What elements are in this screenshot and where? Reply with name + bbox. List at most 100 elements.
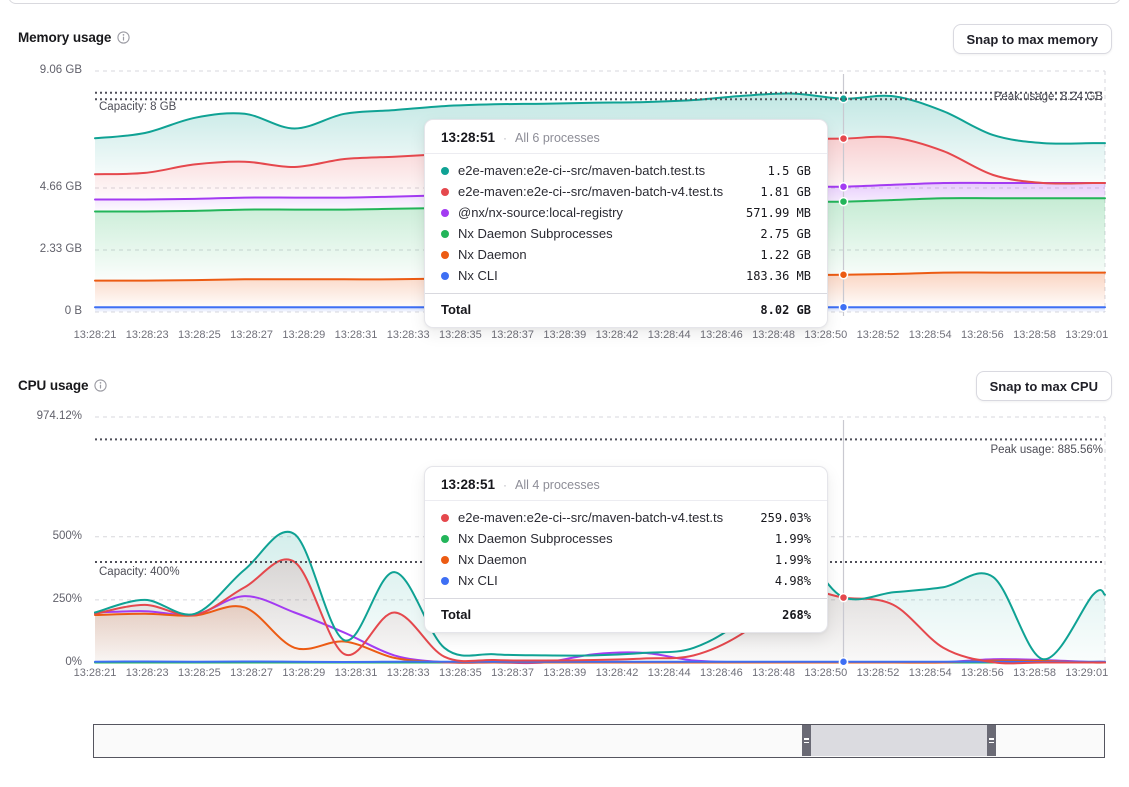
x-axis-tick-label: 13:28:48 [752,329,796,341]
tooltip-time: 13:28:51 [441,477,496,492]
series-color-dot [441,250,449,259]
tooltip-process-row: e2e-maven:e2e-ci--src/maven-batch-v4.tes… [441,181,811,202]
process-name: Nx Daemon Subprocesses [458,531,613,546]
process-value: 2.75 GB [760,226,811,241]
crosshair-dot [838,270,849,280]
snap-to-max-cpu-button[interactable]: Snap to max CPU [975,371,1112,401]
y-axis-tick-label: 500% [52,529,82,542]
total-label: Total [441,607,472,622]
tooltip-subtitle: All 6 processes [515,131,600,145]
crosshair-dot [838,93,849,104]
memory-tooltip: 13:28:51 · All 6 processes e2e-maven:e2e… [424,119,828,328]
x-axis-tick-label: 13:28:56 [960,667,1004,679]
tooltip-process-row: @nx/nx-source:local-registry 571.99 MB [441,202,811,223]
x-axis-tick-label: 13:28:37 [491,667,535,679]
process-value: 1.22 GB [760,247,811,262]
y-axis-tick-label: 0 B [64,305,82,317]
x-axis-tick-label: 13:28:50 [804,329,848,341]
process-name: e2e-maven:e2e-ci--src/maven-batch.test.t… [458,163,706,178]
process-value: 259.03% [760,510,811,525]
y-axis-tick-label: 4.66 GB [39,181,82,194]
process-name: e2e-maven:e2e-ci--src/maven-batch-v4.tes… [458,184,724,199]
process-value: 183.36 MB [745,268,811,283]
x-axis-tick-label: 13:28:54 [908,329,952,341]
info-icon[interactable] [117,31,130,44]
x-axis-tick-label: 13:28:35 [438,329,482,341]
cpu-tooltip-total: Total 268% [425,598,827,632]
series-color-dot [441,513,449,522]
crosshair-dot [838,196,849,207]
x-axis-tick-label: 13:28:39 [543,667,587,679]
process-name: Nx Daemon [458,552,527,567]
memory-capacity-label: Capacity: 8 GB [99,101,177,113]
y-axis-tick-label: 2.33 GB [39,243,82,256]
x-axis-tick-label: 13:28:46 [699,667,743,679]
series-color-dot [441,555,449,564]
tooltip-time: 13:28:51 [441,130,496,145]
process-value: 571.99 MB [745,205,811,220]
x-axis-tick-label: 13:28:27 [230,667,274,679]
cpu-capacity-label: Capacity: 400% [99,566,180,578]
process-name: Nx CLI [458,573,498,588]
x-axis-tick-label: 13:28:46 [699,329,743,341]
cpu-title-text: CPU usage [18,378,89,393]
process-value: 1.5 GB [767,163,811,178]
x-axis-tick-label: 13:28:52 [856,329,900,341]
total-value: 8.02 GB [760,302,811,317]
total-value: 268% [782,607,811,622]
x-axis-tick-label: 13:29:01 [1065,667,1109,679]
x-axis-tick-label: 13:28:33 [386,329,430,341]
x-axis-tick-label: 13:28:29 [282,329,326,341]
crosshair-dot [838,302,849,312]
brush-right-handle[interactable] [987,725,996,756]
tooltip-process-row: Nx CLI 183.36 MB [441,265,811,286]
brush-selected-range[interactable] [806,725,989,756]
x-axis-tick-label: 13:28:44 [647,329,691,341]
memory-tooltip-total: Total 8.02 GB [425,293,827,327]
series-color-dot [441,229,449,238]
process-name: @nx/nx-source:local-registry [458,205,623,220]
timeline-brush-track[interactable] [93,724,1105,758]
x-axis-tick-label: 13:28:54 [908,667,952,679]
tooltip-process-row: Nx Daemon 1.99% [441,549,811,570]
memory-tooltip-header: 13:28:51 · All 6 processes [425,120,827,154]
crosshair-dot [838,133,849,144]
tooltip-process-row: e2e-maven:e2e-ci--src/maven-batch-v4.tes… [441,507,811,528]
memory-tooltip-rows: e2e-maven:e2e-ci--src/maven-batch.test.t… [425,154,827,286]
snap-to-max-memory-button[interactable]: Snap to max memory [952,24,1112,54]
x-axis-tick-label: 13:28:37 [491,329,535,341]
x-axis-tick-label: 13:28:23 [125,667,169,679]
process-value: 1.99% [774,552,811,567]
cpu-tooltip-header: 13:28:51 · All 4 processes [425,467,827,501]
y-axis-tick-label: 250% [52,592,82,605]
tooltip-subtitle: All 4 processes [515,478,600,492]
y-axis-tick-label: 0% [65,656,82,668]
crosshair-dot [838,656,849,667]
x-axis-tick-label: 13:28:29 [282,667,326,679]
x-axis-tick-label: 13:28:52 [856,667,900,679]
total-label: Total [441,302,472,317]
x-axis-tick-label: 13:28:56 [960,329,1004,341]
x-axis-tick-label: 13:28:25 [177,667,221,679]
info-icon[interactable] [94,379,108,392]
cpu-tooltip-rows: e2e-maven:e2e-ci--src/maven-batch-v4.tes… [425,501,827,591]
series-color-dot [441,208,449,217]
y-axis-tick-label: 9.06 GB [39,64,82,76]
x-axis-tick-label: 13:28:42 [595,667,639,679]
cpu-tooltip: 13:28:51 · All 4 processes e2e-maven:e2e… [424,466,828,633]
x-axis-tick-label: 13:29:01 [1065,329,1109,341]
cpu-peak-label: Peak usage: 885.56% [990,444,1103,456]
crosshair-dot [838,657,849,668]
tooltip-bullet: · [503,478,508,492]
x-axis-tick-label: 13:28:44 [647,667,691,679]
tooltip-process-row: Nx CLI 4.98% [441,570,811,591]
x-axis-tick-label: 13:28:48 [752,667,796,679]
process-name: Nx CLI [458,268,498,283]
series-color-dot [441,534,449,543]
x-axis-tick-label: 13:28:31 [334,329,378,341]
x-axis-tick-label: 13:28:31 [334,667,378,679]
brush-left-handle[interactable] [802,725,811,756]
series-color-dot [441,271,449,280]
tooltip-process-row: Nx Daemon Subprocesses 1.99% [441,528,811,549]
x-axis-tick-label: 13:28:39 [543,329,587,341]
